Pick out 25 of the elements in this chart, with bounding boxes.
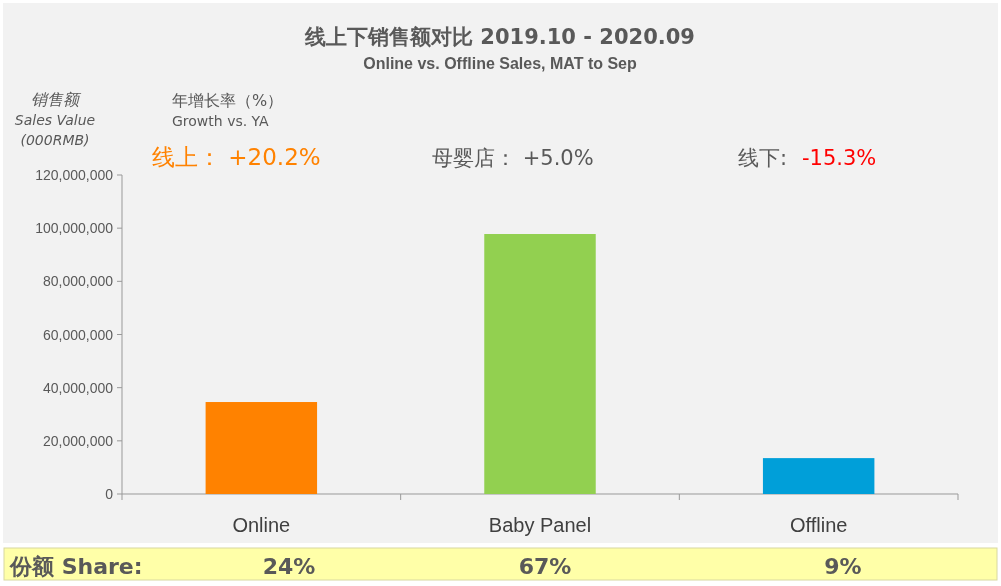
text: 线上： +20.2% xyxy=(152,144,321,170)
y-tick-label: 100,000,000 xyxy=(35,220,114,237)
text: 母婴店： +5.0% xyxy=(432,146,594,170)
y-tick-label: 60,000,000 xyxy=(42,326,114,343)
x-tick-label: Baby Panel xyxy=(488,514,592,536)
text: 年增长率（%） Growth vs. YA xyxy=(172,91,284,129)
chart-title: 线上下销售额对比 2019.10 - 2020.09 xyxy=(304,25,695,49)
bar xyxy=(762,458,875,494)
bar xyxy=(205,402,318,494)
text: 24% xyxy=(262,554,316,579)
text: 67% xyxy=(518,554,572,579)
text: 线下: xyxy=(738,146,788,170)
text: 份额 Share: xyxy=(9,554,143,579)
y-tick-label: 120,000,000 xyxy=(35,167,114,183)
y-tick-label: 80,000,000 xyxy=(42,273,114,290)
y-tick-label: 20,000,000 xyxy=(42,432,114,449)
text: -15.3% xyxy=(802,146,877,170)
bar xyxy=(484,234,596,494)
y-tick-label: 0 xyxy=(105,486,114,502)
x-tick-label: Offline xyxy=(789,514,848,536)
y-tick-label: 40,000,000 xyxy=(42,379,114,396)
chart-subtitle: Online vs. Offline Sales, MAT to Sep xyxy=(363,55,637,72)
text: 9% xyxy=(824,554,862,579)
y-axis-title: 销售额 Sales Value (000RMB) xyxy=(14,90,96,148)
x-tick-label: Online xyxy=(232,514,291,536)
